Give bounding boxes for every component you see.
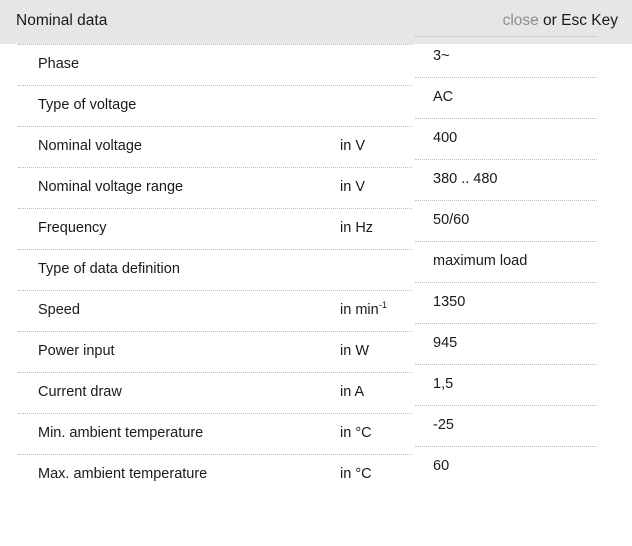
table-row-label-cell: Max. ambient temperature in °C [18,454,412,495]
table-row-unit: in V [340,138,365,154]
table-row-label: Power input [38,343,115,359]
table-row: Phase 3~ [0,36,632,85]
table-row: Min. ambient temperature in °C -25 [0,405,632,454]
table-row: Power input in W 945 [0,323,632,372]
table-row-unit-base: in A [340,384,365,400]
table-row-label: Nominal voltage [38,138,142,154]
table-row-label: Current draw [38,384,122,400]
table-row-unit: in °C [340,466,372,482]
table-row-label-cell: Phase [18,44,412,85]
close-button[interactable]: close [502,12,539,29]
table-row-value: 1350 [433,294,466,310]
table-row: Type of voltage AC [0,77,632,126]
table-row: Current draw in A 1,5 [0,364,632,413]
table-row-unit-base: in V [340,179,365,195]
table-row-value: maximum load [433,253,528,269]
table-row-label-cell: Frequency in Hz [18,208,412,249]
table-row-value: 50/60 [433,212,470,228]
table-row-unit-base: in min [340,302,379,318]
table-row-unit-base: in Hz [340,220,374,236]
table-row-label: Phase [38,56,80,72]
table-row: Nominal voltage range in V 380 .. 480 [0,159,632,208]
table-row-value-cell: 380 .. 480 [415,159,597,200]
table-row-value: -25 [433,417,454,433]
table-row-label: Max. ambient temperature [38,466,208,482]
table-row-value: AC [433,89,454,105]
table-row-label-cell: Type of voltage [18,85,412,126]
table-row-value-cell: 1,5 [415,364,597,405]
table-row-unit: in W [340,343,369,359]
table-row-value-cell: -25 [415,405,597,446]
table-row-value: 1,5 [433,376,454,392]
table-row-value: 60 [433,458,450,474]
table-row-unit-base: in V [340,138,365,154]
table-row-value-cell: 60 [415,446,597,487]
table-row-value-cell: 50/60 [415,200,597,241]
dialog-titlebar: Nominal data close or Esc Key [0,0,632,44]
table-row-value: 380 .. 480 [433,171,498,187]
table-row-value-cell: AC [415,77,597,118]
table-row-label: Nominal voltage range [38,179,184,195]
table-row-label-cell: Nominal voltage range in V [18,167,412,208]
table-row-unit: in Hz [340,220,373,236]
table-row-unit-exponent: -1 [378,300,388,312]
titlebar-actions: close or Esc Key [503,12,618,30]
table-row: Speed in min-1 1350 [0,282,632,331]
table-row-value-cell: 400 [415,118,597,159]
table-row-value-cell: 1350 [415,282,597,323]
table-row-value: 945 [433,335,458,351]
table-row-value-cell: 3~ [415,36,597,77]
table-row-unit: in A [340,384,364,400]
table-row-unit: in V [340,179,365,195]
table-row-unit: in °C [340,425,372,441]
page-title: Nominal data [16,12,108,29]
table-row-unit: in min-1 [340,300,388,318]
table-row-label: Speed [38,302,80,318]
table-row-unit-base: in °C [340,425,372,441]
table-row-label: Frequency [38,220,107,236]
table-row-label: Type of voltage [38,97,137,113]
esc-key-hint: or Esc Key [538,12,618,29]
table-row-label: Min. ambient temperature [38,425,204,441]
table-row-value: 400 [433,130,458,146]
table-row-unit-base: in °C [340,466,372,482]
nominal-data-table: Phase 3~ Type of voltage AC Nominal voltage i… [0,36,632,546]
table-row-label-cell: Nominal voltage in V [18,126,412,167]
table-row-label-cell: Speed in min-1 [18,290,412,331]
table-row-label-cell: Min. ambient temperature in °C [18,413,412,454]
table-row: Type of data definition maximum load [0,241,632,290]
table-row: Nominal voltage in V 400 [0,118,632,167]
table-row-unit-base: in W [340,343,369,359]
table-row-label-cell: Current draw in A [18,372,412,413]
table-row-value-cell: 945 [415,323,597,364]
table-row-value: 3~ [433,48,450,64]
table-row-label: Type of data definition [38,261,180,277]
table-row: Max. ambient temperature in °C 60 [0,446,632,495]
table-row: Frequency in Hz 50/60 [0,200,632,249]
table-row-label-cell: Power input in W [18,331,412,372]
table-row-label-cell: Type of data definition [18,249,412,290]
table-row-value-cell: maximum load [415,241,597,282]
